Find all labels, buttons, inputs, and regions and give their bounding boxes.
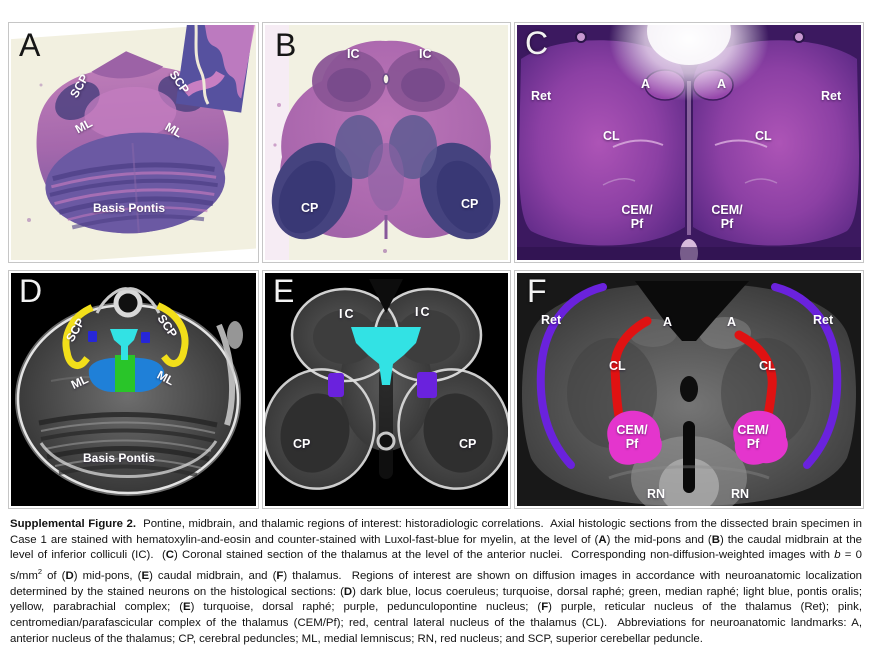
panel-a-letter: A: [19, 27, 41, 63]
roi-parabrachial-right: [156, 302, 189, 368]
label-rn-right: RN: [731, 487, 750, 501]
label-cl-right-mri: CL: [759, 359, 776, 373]
panel-e-mri-image: [265, 273, 508, 506]
label-cem-pf-left-mri: CEM/Pf: [616, 423, 648, 451]
label-ret-left-mri: Ret: [541, 313, 562, 327]
panel-f-mri-image: [517, 273, 861, 506]
panel-e-letter: E: [273, 273, 295, 309]
panel-e: E IC IC CP CP: [262, 270, 511, 509]
panel-f-letter: F: [527, 273, 547, 309]
panel-c: C Ret Ret A A CL CL CEM/Pf CEM/Pf: [514, 22, 864, 263]
label-basis-pontis: Basis Pontis: [92, 201, 166, 215]
panel-d: D SCP SCP ML ML Basis Pontis: [8, 270, 259, 509]
roi-cem-pf-right: [733, 410, 788, 465]
panel-c-letter: C: [525, 25, 549, 61]
panel-b-histology-image: [265, 25, 508, 260]
panel-a-histology-image: [11, 25, 256, 260]
label-ret-right: Ret: [821, 89, 842, 103]
label-cl-right: CL: [755, 129, 772, 143]
label-cp-right: CP: [461, 197, 479, 211]
label-cem-pf-right-mri: CEM/Pf: [737, 423, 769, 451]
roi-parabrachial-left: [62, 304, 94, 370]
panel-d-letter: D: [19, 273, 43, 309]
label-cp-left-mri: CP: [293, 437, 311, 451]
roi-reticular-left: [536, 283, 607, 469]
roi-pedunculopontine-right: [417, 372, 437, 398]
label-ic-right: IC: [419, 47, 432, 61]
roi-pedunculopontine-left: [328, 373, 344, 397]
label-a-right-mri: A: [727, 315, 737, 329]
roi-locus-coeruleus-right: [141, 332, 150, 343]
roi-central-lateral-left: [610, 316, 652, 431]
roi-reticular-right: [771, 283, 842, 469]
label-cem-pf-left: CEM/Pf: [621, 203, 653, 231]
label-cl-left: CL: [603, 129, 620, 143]
roi-dorsal-raphe-midbrain: [351, 327, 421, 385]
roi-locus-coeruleus-left: [88, 331, 97, 342]
label-ic-right-mri: IC: [415, 305, 432, 319]
label-a-left: A: [641, 77, 651, 91]
panel-f: F Ret Ret A A CL CL CEM/Pf CEM/Pf RN RN: [514, 270, 864, 509]
label-cem-pf-right: CEM/Pf: [711, 203, 743, 231]
panel-c-histology-image: [517, 25, 861, 260]
label-ic-left: IC: [347, 47, 360, 61]
label-rn-left: RN: [647, 487, 666, 501]
label-ic-left-mri: IC: [339, 307, 356, 321]
label-cp-right-mri: CP: [459, 437, 477, 451]
roi-dorsal-raphe-pons: [110, 329, 138, 360]
roi-cem-pf-left: [607, 410, 662, 465]
panel-b: B IC IC CP CP: [262, 22, 511, 263]
panel-a: A SCP SCP ML ML Basis Pontis: [8, 22, 259, 263]
panel-d-mri-image: [11, 273, 256, 506]
label-ret-right-mri: Ret: [813, 313, 834, 327]
label-a-left-mri: A: [663, 315, 673, 329]
panel-b-letter: B: [275, 27, 297, 63]
label-a-right: A: [717, 77, 727, 91]
cerebellum-fragment: [175, 25, 256, 113]
roi-median-raphe: [115, 355, 135, 392]
label-ret-left: Ret: [531, 89, 552, 103]
figure-caption: Supplemental Figure 2. Pontine, midbrain…: [10, 518, 862, 645]
label-basis-pontis-mri: Basis Pontis: [82, 451, 156, 465]
label-cl-left-mri: CL: [609, 359, 626, 373]
label-cp-left: CP: [301, 201, 319, 215]
